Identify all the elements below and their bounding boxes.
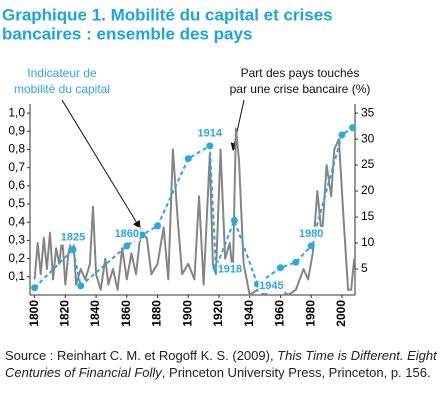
x-tick-label: 1980 [303, 300, 317, 327]
point [307, 242, 315, 250]
x-tick-label: 1940 [242, 300, 256, 327]
y-tick-label: 0,8 [8, 142, 25, 156]
y-tick-label: 0,3 [8, 233, 25, 247]
y2-tick-label: 15 [361, 209, 375, 223]
chart: Graphique 1. Mobilité du capital et cris… [2, 5, 375, 327]
y2-tick-label: 20 [361, 183, 375, 197]
x-tick-label: 1960 [273, 300, 287, 327]
arrow [61, 99, 141, 229]
annotation: Part des pays touchés [241, 66, 360, 80]
point [338, 131, 346, 139]
point [206, 142, 214, 150]
point [123, 242, 131, 250]
line [33, 127, 356, 296]
point [230, 216, 238, 224]
chart-title: Graphique 1. Mobilité du capital et cris… [2, 5, 333, 24]
x-tick-label: 1820 [58, 300, 72, 327]
point-label: 1980 [299, 228, 323, 240]
chart-title: bancaires : ensemble des pays [2, 24, 252, 43]
annotation: par une crise bancaire (%) [230, 82, 371, 96]
point [77, 282, 85, 290]
x-tick-label: 1860 [119, 300, 133, 327]
label-bg [298, 226, 325, 241]
point [154, 222, 162, 230]
y2-tick-label: 5 [361, 261, 368, 275]
x-tick-label: 2000 [334, 300, 348, 327]
y2-tick-label: 35 [361, 105, 375, 119]
point [31, 284, 39, 292]
x-tick-label: 1840 [88, 300, 102, 327]
y-tick-label: 0,7 [8, 160, 25, 174]
x-tick-label: 1900 [180, 300, 194, 327]
line [33, 126, 354, 289]
label-bg [113, 226, 140, 241]
y-tick-label: 1,0 [8, 105, 25, 119]
x-tick-label: 1920 [211, 300, 225, 327]
point-label: 1918 [218, 264, 242, 276]
source-text: , Princeton University Press, Princeton,… [161, 365, 431, 380]
source-text: Source : Reinhart C. M. et Rogoff K. S. … [5, 348, 278, 363]
y-tick-label: 0,6 [8, 178, 25, 192]
point [184, 155, 192, 163]
point [292, 258, 300, 266]
y-tick-label: 0,2 [8, 251, 25, 265]
source-text: This Time is Different. Eight Centuries … [5, 348, 437, 380]
label-bg [196, 126, 223, 141]
x-tick-label: 1800 [27, 300, 41, 327]
point-label: 1860 [115, 228, 139, 240]
point-label: 1825 [61, 231, 85, 243]
y-tick-label: 0,5 [8, 196, 25, 210]
x-tick-label: 1880 [150, 300, 164, 327]
point-label: 1945 [259, 280, 283, 292]
point [276, 264, 284, 272]
label-bg [258, 279, 285, 294]
y-tick-label: 0,9 [8, 123, 25, 137]
y2-tick-label: 25 [361, 157, 375, 171]
y-tick-label: 0,4 [8, 214, 25, 228]
annotation: Indicateur de [27, 66, 97, 80]
point-label: 1914 [198, 128, 223, 140]
source: Source : Reinhart C. M. et Rogoff K. S. … [5, 347, 437, 381]
point [69, 246, 77, 254]
label-bg [60, 230, 87, 245]
label-bg [216, 262, 243, 277]
y2-tick-label: 30 [361, 131, 375, 145]
point [349, 124, 357, 132]
point [138, 231, 146, 239]
annotation: mobilité du capital [14, 82, 110, 96]
y2-tick-label: 10 [361, 235, 375, 249]
y-tick-label: 0,1 [8, 269, 25, 283]
